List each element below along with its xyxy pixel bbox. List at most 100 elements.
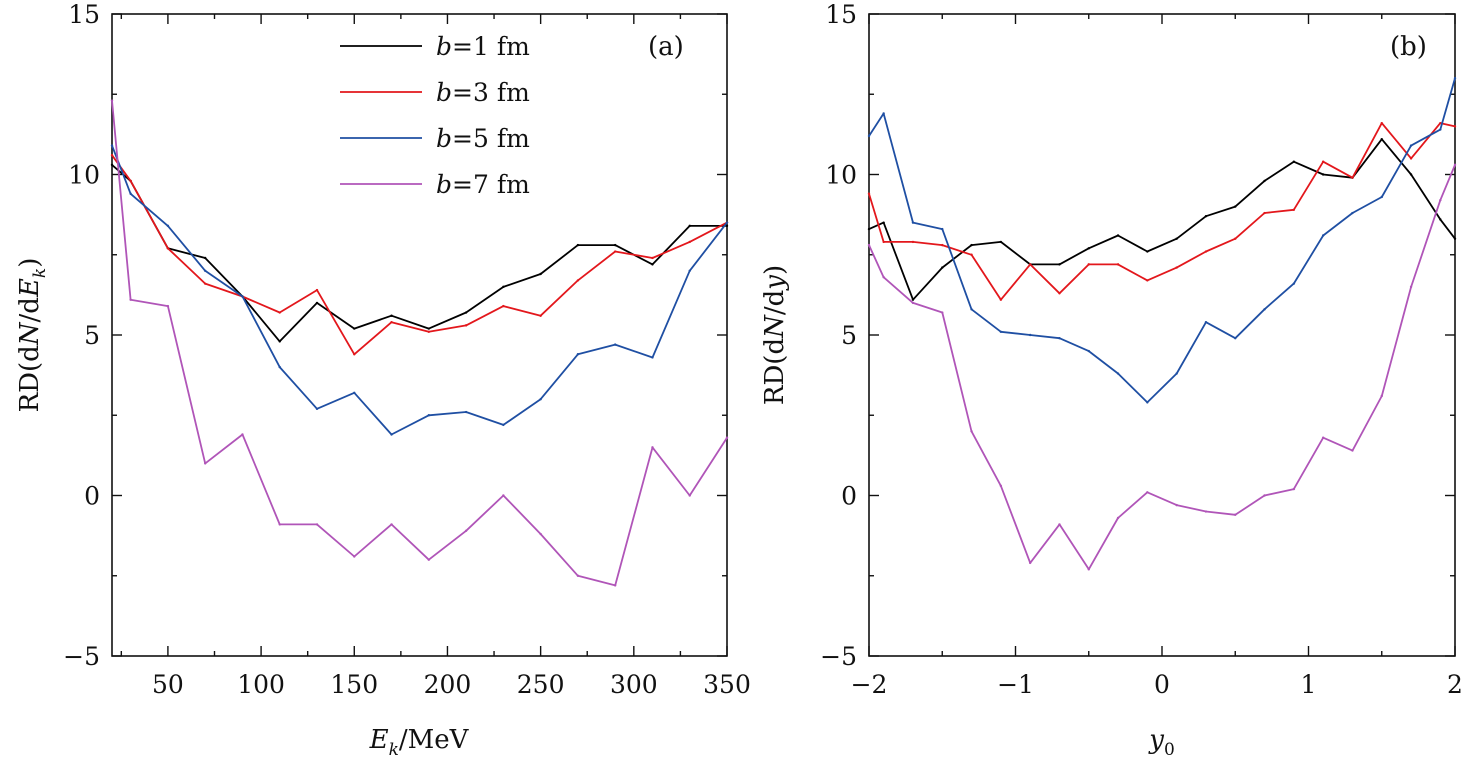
- panel-a-legend: b=1 fmb=3 fmb=5 fmb=7 fm: [340, 32, 530, 199]
- panel-a-point-b-3-fm: [390, 320, 393, 324]
- panel-a-series: [110, 99, 729, 587]
- panel-b-point-b-1-fm: [1234, 205, 1237, 208]
- panel-a-point-b-7-fm: [502, 494, 505, 497]
- panel-a-point-b-7-fm: [129, 298, 132, 301]
- panel-b-y-axis-title: RD(dN/dy): [760, 265, 790, 405]
- panel-b-point-b-5-fm: [1453, 77, 1457, 80]
- panel-a-point-b-5-fm: [576, 353, 580, 356]
- panel-b-x-axis-title: y0: [1148, 725, 1175, 760]
- panel-a-point-b-3-fm: [203, 282, 207, 285]
- panel-b-point-b-7-fm: [1351, 449, 1354, 452]
- panel-b-point-b-7-fm: [1146, 491, 1149, 494]
- panel-a-point-b-1-fm: [613, 243, 617, 247]
- panel-a-xtick-label: 50: [152, 670, 184, 699]
- panel-b-point-b-3-fm: [1028, 263, 1032, 266]
- panel-a-point-b-3-fm: [539, 314, 542, 317]
- panel-b-point-b-3-fm: [1263, 211, 1266, 215]
- panel-b-point-b-5-fm: [882, 112, 885, 115]
- panel-b-point-b-5-fm: [1146, 401, 1149, 404]
- panel-b-xtick-label: 0: [1154, 670, 1170, 699]
- panel-b-point-b-1-fm: [1380, 137, 1383, 141]
- panel-a-ylabel-sub: k: [30, 268, 50, 278]
- panel-b-xlabel-sub: 0: [1164, 740, 1175, 760]
- panel-b-point-b-5-fm: [1087, 349, 1090, 353]
- panel-b-point-b-1-fm: [1263, 179, 1266, 183]
- panel-a-point-b-7-fm: [110, 99, 114, 102]
- panel-a-point-b-1-fm: [502, 285, 505, 289]
- panel-a-point-b-7-fm: [241, 433, 244, 436]
- panel-b-point-b-1-fm: [941, 266, 944, 269]
- panel-a-xlabel-sub: k: [389, 740, 399, 760]
- panel-a-point-b-3-fm: [110, 154, 114, 157]
- panel-a-point-b-7-fm: [539, 532, 542, 536]
- panel-b-point-b-3-fm: [999, 298, 1003, 301]
- panel-a-point-b-1-fm: [464, 311, 468, 314]
- panel-a-point-b-5-fm: [278, 365, 281, 369]
- panel-b-point-b-7-fm: [1263, 494, 1266, 497]
- legend-label-value: =5 fm: [452, 124, 530, 153]
- panel-a-ylabel-mid: /d: [15, 297, 45, 322]
- panel-b-ylabel-var: y: [760, 275, 790, 291]
- panel-b-ytick-label: 10: [825, 161, 857, 190]
- panel-a-xtick-label: 350: [703, 670, 751, 699]
- panel-b-point-b-7-fm: [1292, 487, 1296, 491]
- panel-b-point-b-3-fm: [1453, 125, 1457, 128]
- panel-b-xtick-label: 2: [1447, 670, 1463, 699]
- panel-a-ytick-label: 5: [84, 321, 100, 350]
- panel-b-series-b-7-fm: [868, 164, 1456, 571]
- panel-a-point-b-3-fm: [315, 288, 319, 292]
- panel-b-xtick-label: −2: [851, 670, 888, 699]
- panel-a-point-b-3-fm: [502, 304, 505, 308]
- panel-b-series-b-3-fm: [868, 122, 1456, 301]
- panel-b-point-b-3-fm: [1409, 157, 1413, 160]
- panel-b-point-b-5-fm: [1292, 282, 1296, 285]
- panel-a-ylabel-suffix: ): [15, 258, 45, 268]
- panel-a-ytick-label: 10: [68, 161, 100, 190]
- legend-label: b=3 fm: [436, 78, 530, 107]
- panel-b-point-b-5-fm: [1116, 372, 1120, 375]
- panel-b-point-b-1-fm: [1321, 173, 1325, 176]
- panel-a-point-b-5-fm: [390, 433, 393, 436]
- panel-b-point-b-5-fm: [1321, 234, 1325, 237]
- panel-a-ylabel-var: E: [15, 278, 45, 298]
- panel-b-point-b-7-fm: [867, 243, 871, 247]
- legend-label: b=5 fm: [436, 124, 530, 153]
- panel-a-point-b-1-fm: [651, 263, 654, 266]
- panel-a-ytick-label: 15: [68, 0, 100, 29]
- panel-a-point-b-7-fm: [315, 523, 319, 526]
- panel-b-point-b-1-fm: [867, 227, 871, 231]
- panel-b-point-b-7-fm: [911, 301, 915, 305]
- panel-b-frame: [868, 13, 1456, 657]
- panel-a-point-b-1-fm: [315, 301, 319, 305]
- panel-b-series-b-5-fm: [868, 77, 1456, 404]
- legend-label-var: b: [436, 32, 452, 61]
- panel-b-point-b-1-fm: [1146, 250, 1149, 253]
- panel-b-ylabel-prefix: RD(d: [760, 338, 790, 405]
- panel-b-point-b-5-fm: [1234, 337, 1237, 340]
- panel-a-point-b-3-fm: [353, 353, 356, 356]
- panel-b-point-b-3-fm: [1087, 263, 1090, 266]
- panel-b-label: (b): [1390, 32, 1427, 62]
- panel-a-point-b-3-fm: [688, 240, 691, 244]
- panel-b-xlabel-main: y: [1148, 725, 1164, 755]
- panel-b-point-b-1-fm: [970, 243, 973, 247]
- panel-a-series-b-1-fm: [111, 164, 727, 343]
- panel-b-point-b-5-fm: [1028, 333, 1032, 337]
- panel-a-ytick-label: −5: [63, 642, 100, 671]
- panel-b-point-b-3-fm: [1146, 279, 1149, 282]
- panel-b-point-b-3-fm: [941, 243, 944, 247]
- panel-a-point-b-7-fm: [688, 494, 691, 497]
- panel-a-point-b-1-fm: [576, 243, 580, 247]
- panel-a-point-b-5-fm: [688, 269, 691, 272]
- panel-b-point-b-5-fm: [970, 308, 973, 311]
- panel-b-point-b-7-fm: [1087, 568, 1090, 571]
- panel-b-point-b-7-fm: [1204, 510, 1208, 513]
- panel-a-frame: [111, 13, 728, 657]
- panel-b-xtick-label: 1: [1301, 670, 1317, 699]
- panel-a-point-b-7-fm: [576, 574, 580, 577]
- panel-b-point-b-7-fm: [1234, 513, 1237, 516]
- panel-b-ticks: −5 0 5 10 15 −2 −1 0 1 2: [820, 0, 1463, 699]
- panel-b-series: [867, 77, 1457, 571]
- panel-a-point-b-3-fm: [576, 279, 580, 282]
